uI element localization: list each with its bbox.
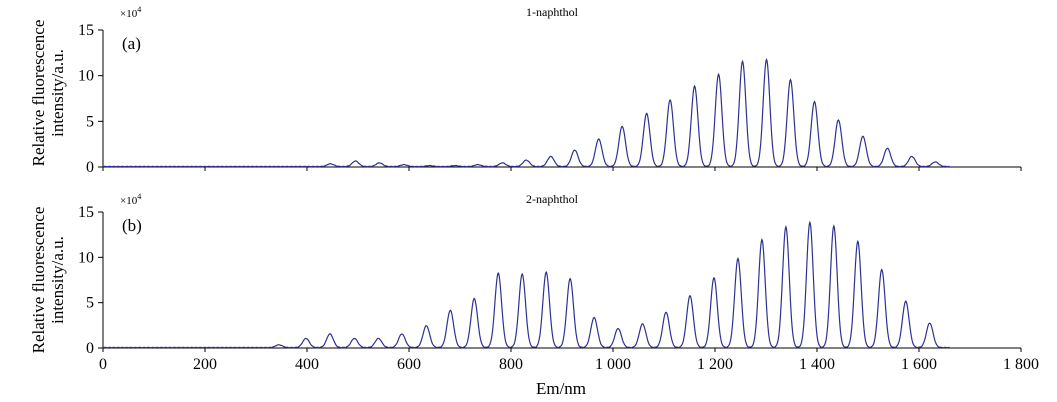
x-axis-title: Em/nm	[536, 379, 586, 398]
y-axis-title-b-line1: Relative fluorescence	[29, 207, 48, 354]
x-tick-label: 0	[99, 356, 107, 373]
x-tick-label: 400	[295, 356, 319, 373]
x-tick-label: 1 200	[697, 356, 733, 373]
panel-b-spectrum-line	[102, 220, 950, 349]
y-axis-title-b: Relative fluorescence intensity/a.u.	[29, 207, 67, 354]
x-tick-label: 200	[193, 356, 217, 373]
x-tick-label: 800	[499, 356, 523, 373]
y-axis-title-a-line1: Relative fluorescence	[29, 20, 48, 167]
panel-a-y-ticks: 0 5 10 15	[78, 22, 103, 176]
y-axis-title-b-line2: intensity/a.u.	[48, 236, 67, 324]
x-tick-label: 1 600	[901, 356, 937, 373]
x-tick-label: 1 000	[595, 356, 631, 373]
panel-b-multiplier: ×104	[120, 192, 141, 207]
panel-a-title: 1-naphthol	[526, 5, 579, 19]
panel-b-x-ticks: 0 200 400 600 800 1 000 1 200 1 400 1 600 1 800	[99, 348, 1039, 373]
panel-b-tag: (b)	[122, 216, 142, 235]
panel-a: 1-naphthol ×104 (a) 0 5 10 15	[78, 5, 1022, 176]
y-tick-label: 10	[78, 249, 94, 266]
x-tick-label: 1 800	[1003, 356, 1039, 373]
panel-a-multiplier: ×104	[120, 5, 141, 20]
panel-b: 2-naphthol ×104 (b) 0 5 10 15 0 200 400 600 800…	[78, 192, 1039, 373]
y-axis-title-a: Relative fluorescence intensity/a.u.	[29, 20, 67, 167]
y-tick-label: 0	[86, 340, 94, 357]
panel-b-title: 2-naphthol	[526, 192, 579, 206]
panel-b-y-ticks: 0 5 10 15	[78, 204, 103, 357]
y-tick-label: 0	[86, 159, 94, 176]
panel-a-spectrum-line	[102, 58, 950, 168]
y-axis-title-a-line2: intensity/a.u.	[48, 49, 67, 137]
y-tick-label: 5	[86, 295, 94, 312]
x-tick-label: 600	[397, 356, 421, 373]
y-tick-label: 5	[86, 113, 94, 130]
x-tick-label: 1 400	[799, 356, 835, 373]
y-tick-label: 15	[78, 22, 94, 39]
panel-a-tag: (a)	[122, 34, 141, 53]
y-tick-label: 10	[78, 68, 94, 85]
panel-a-x-ticks	[102, 167, 1022, 171]
y-tick-label: 15	[78, 204, 94, 221]
